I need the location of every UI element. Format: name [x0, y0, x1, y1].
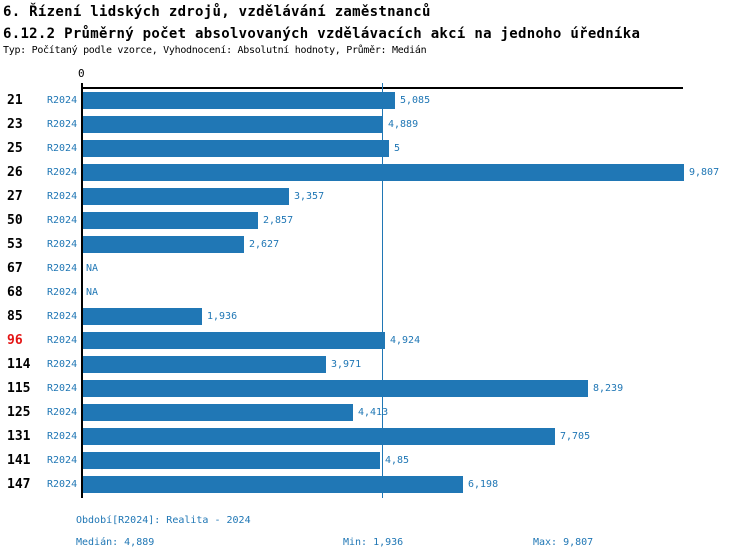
- chart-title: 6. Řízení lidských zdrojů, vzdělávání za…: [3, 4, 431, 20]
- value-bar: [83, 92, 395, 109]
- row-period-label: R2024: [47, 287, 78, 298]
- value-label: 2,627: [249, 239, 280, 250]
- chart-row: 50 R2024 2,857: [0, 212, 750, 229]
- value-label: 5: [394, 143, 401, 154]
- row-period-label: R2024: [47, 143, 78, 154]
- chart-row: 125 R2024 4,413: [0, 404, 750, 421]
- row-code-label: 131: [7, 429, 31, 444]
- value-bar: [83, 404, 353, 421]
- row-period-label: R2024: [47, 455, 78, 466]
- row-period-label: R2024: [47, 215, 78, 226]
- chart-meta-line: Typ: Počítaný podle vzorce, Vyhodnocení:…: [3, 45, 427, 56]
- row-period-label: R2024: [47, 167, 78, 178]
- left-axis-line: [81, 83, 83, 498]
- footer-period-legend: Období[R2024]: Realita - 2024: [76, 515, 251, 526]
- row-period-label: R2024: [47, 95, 78, 106]
- row-code-label: 53: [7, 237, 23, 252]
- value-bar: [83, 332, 385, 349]
- chart-row: 141 R2024 4,85: [0, 452, 750, 469]
- row-code-label: 50: [7, 213, 23, 228]
- row-period-label: R2024: [47, 479, 78, 490]
- value-bar: [83, 428, 555, 445]
- chart-row: 53 R2024 2,627: [0, 236, 750, 253]
- row-period-label: R2024: [47, 407, 78, 418]
- footer-min-stat: Min: 1,936: [343, 537, 404, 548]
- row-code-label: 125: [7, 405, 31, 420]
- value-label: 6,198: [468, 479, 499, 490]
- bar-rows-layer: 21 R2024 5,085 23 R2024 4,889 25 R2024 5 26 R2024 9…: [0, 88, 750, 500]
- row-period-label: R2024: [47, 431, 78, 442]
- na-label: NA: [86, 263, 99, 274]
- row-code-label: 67: [7, 261, 23, 276]
- chart-row: 26 R2024 9,807: [0, 164, 750, 181]
- chart-row: 96 R2024 4,924: [0, 332, 750, 349]
- footer-median-stat: Medián: 4,889: [76, 537, 155, 548]
- row-code-label: 26: [7, 165, 23, 180]
- value-label: 2,857: [263, 215, 294, 226]
- footer-max-stat: Max: 9,807: [533, 537, 594, 548]
- row-code-label: 115: [7, 381, 31, 396]
- row-code-label: 27: [7, 189, 23, 204]
- value-label: 5,085: [400, 95, 431, 106]
- row-period-label: R2024: [47, 239, 78, 250]
- value-label: 9,807: [689, 167, 720, 178]
- value-bar: [83, 380, 588, 397]
- row-code-label: 141: [7, 453, 31, 468]
- row-code-label: 25: [7, 141, 23, 156]
- value-label: 7,705: [560, 431, 591, 442]
- value-label: 4,889: [388, 119, 419, 130]
- value-bar: [83, 236, 244, 253]
- row-period-label: R2024: [47, 383, 78, 394]
- chart-row: 131 R2024 7,705: [0, 428, 750, 445]
- value-bar: [83, 452, 380, 469]
- value-bar: [83, 140, 389, 157]
- median-reference-line: [382, 83, 383, 498]
- value-bar: [83, 116, 383, 133]
- value-label: 3,357: [294, 191, 325, 202]
- chart-subtitle: 6.12.2 Průměrný počet absolvovaných vzdě…: [3, 26, 641, 42]
- value-bar: [83, 356, 326, 373]
- row-code-label: 147: [7, 477, 31, 492]
- row-period-label: R2024: [47, 119, 78, 130]
- row-code-label: 114: [7, 357, 31, 372]
- value-label: 1,936: [207, 311, 238, 322]
- value-label: 4,85: [385, 455, 410, 466]
- value-label: 4,413: [358, 407, 389, 418]
- row-code-label: 85: [7, 309, 23, 324]
- row-period-label: R2024: [47, 263, 78, 274]
- chart-row: 114 R2024 3,971: [0, 356, 750, 373]
- chart-row: 21 R2024 5,085: [0, 92, 750, 109]
- chart-row: 23 R2024 4,889: [0, 116, 750, 133]
- x-axis-origin-label: 0: [78, 67, 85, 80]
- value-bar: [83, 212, 258, 229]
- na-label: NA: [86, 287, 99, 298]
- value-bar: [83, 188, 289, 205]
- value-bar: [83, 476, 463, 493]
- value-label: 8,239: [593, 383, 624, 394]
- value-label: 3,971: [331, 359, 362, 370]
- row-period-label: R2024: [47, 311, 78, 322]
- chart-row: 115 R2024 8,239: [0, 380, 750, 397]
- value-bar: [83, 164, 684, 181]
- value-bar: [83, 308, 202, 325]
- chart-row: 147 R2024 6,198: [0, 476, 750, 493]
- row-period-label: R2024: [47, 359, 78, 370]
- chart-row: 27 R2024 3,357: [0, 188, 750, 205]
- row-code-label: 23: [7, 117, 23, 132]
- row-code-label-highlighted: 96: [7, 333, 23, 348]
- chart-row: 68 R2024 NA: [0, 284, 750, 301]
- row-code-label: 68: [7, 285, 23, 300]
- value-label: 4,924: [390, 335, 421, 346]
- row-code-label: 21: [7, 93, 23, 108]
- row-period-label: R2024: [47, 335, 78, 346]
- chart-row: 25 R2024 5: [0, 140, 750, 157]
- chart-row: 85 R2024 1,936: [0, 308, 750, 325]
- row-period-label: R2024: [47, 191, 78, 202]
- chart-row: 67 R2024 NA: [0, 260, 750, 277]
